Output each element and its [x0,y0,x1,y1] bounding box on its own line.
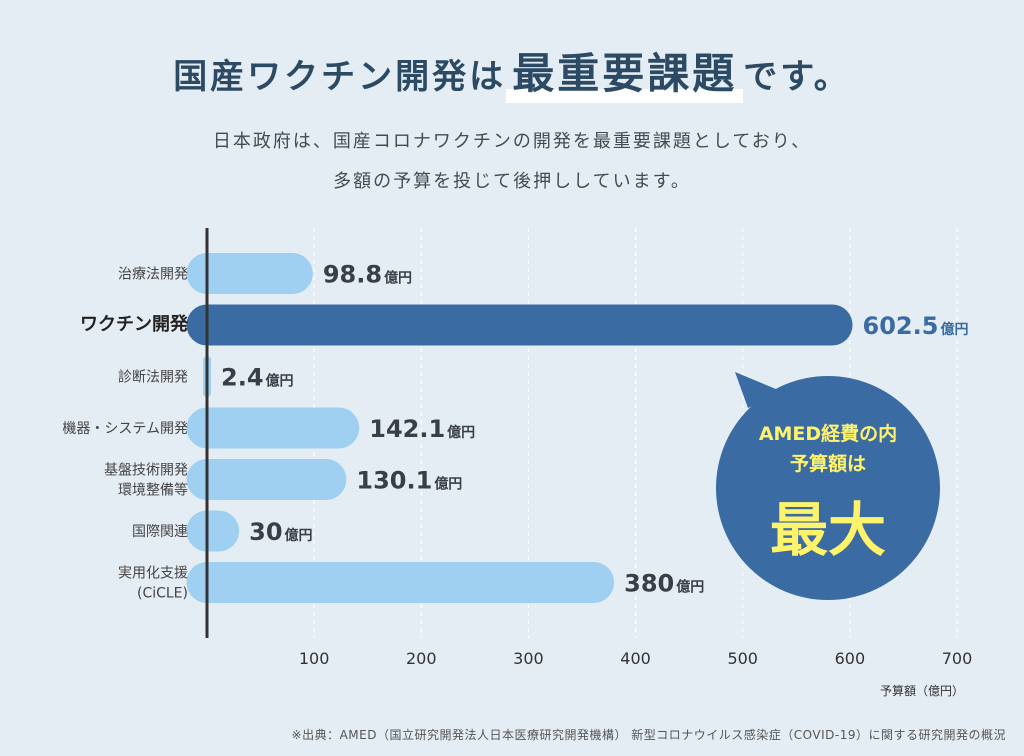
category-label-line: ワクチン開発 [80,313,189,335]
value-unit-0: 億円 [384,270,412,287]
category-label-line: 治療法開発 [118,266,188,283]
category-label-0: 治療法開発 [118,266,188,283]
category-label-4: 基盤技術開発環境整備等 [104,462,188,499]
category-label-line: 機器・システム開発 [62,421,188,437]
value-number-5: 30 [249,518,282,546]
x-tick-label-600: 600 [835,649,866,668]
x-axis-label: 予算額（億円） [880,684,965,698]
value-unit-2: 億円 [266,373,294,390]
value-unit-6: 億円 [676,579,704,596]
value-unit-5: 億円 [285,527,313,544]
category-label-line: 環境整備等 [118,482,188,499]
bar-6 [186,562,615,603]
category-label-line: 実用化支援 [118,566,188,582]
value-label-0: 98.8 億円 [323,261,412,289]
bar-0 [186,253,313,294]
title-suffix: です。 [743,57,851,97]
value-label-1: 602.5 億円 [863,312,969,340]
callout-line-2: 予算額は [790,452,866,475]
value-unit-4: 億円 [434,476,462,493]
x-tick-label-100: 100 [299,649,330,668]
callout-line-1: AMED経費の内 [759,422,897,445]
value-unit-1: 億円 [940,321,968,338]
category-label-3: 機器・システム開発 [62,421,188,437]
value-label-4: 130.1 億円 [356,467,462,495]
source-note: ※出典：AMED（国立研究開発法人日本医療研究開発機構） 新型コロナウイルス感染… [291,728,1006,742]
x-tick-label-500: 500 [727,649,758,668]
category-label-line: 基盤技術開発 [104,462,188,479]
x-tick-label-700: 700 [942,649,973,668]
value-label-6: 380 億円 [624,570,704,598]
callout-pointer [735,372,783,408]
value-unit-3: 億円 [447,424,475,441]
category-label-2: 診断法開発 [118,370,188,386]
value-number-1: 602.5 [863,312,939,340]
title-emphasis: 最重要課題 [506,40,744,103]
x-tick-label-200: 200 [406,649,437,668]
bar-3 [186,407,360,449]
value-number-4: 130.1 [356,467,432,495]
category-label-5: 国際関連 [132,524,188,540]
bar-1 [186,304,853,346]
value-number-6: 380 [624,570,674,598]
value-label-5: 30 億円 [249,518,312,546]
page-title: 国産ワクチン開発は 最重要課題 です。 [0,40,1024,103]
value-number-0: 98.8 [323,261,382,289]
value-label-2: 2.4 億円 [221,364,294,392]
subtitle-line-2: 多額の予算を投じて後押ししています。 [333,171,691,192]
callout-big-text: 最大 [770,496,886,564]
x-tick-label-300: 300 [513,649,544,668]
value-number-3: 142.1 [369,415,445,443]
subtitle-line-1: 日本政府は、国産コロナワクチンの開発を最重要課題としており、 [212,131,812,152]
bar-4 [186,459,347,500]
callout-circle [716,376,940,600]
subtitle: 日本政府は、国産コロナワクチンの開発を最重要課題としており、 多額の予算を投じて… [0,122,1024,202]
category-label-line: (CiCLE) [137,586,188,602]
value-number-2: 2.4 [221,364,264,392]
category-label-line: 国際関連 [132,524,188,540]
category-label-1: ワクチン開発 [80,313,189,335]
category-label-6: 実用化支援 (CiCLE) [118,566,188,602]
bar-5 [186,510,240,552]
category-label-line: 診断法開発 [118,370,188,386]
value-label-3: 142.1 億円 [369,415,475,443]
title-prefix: 国産ワクチン開発は [173,57,507,97]
x-tick-label-400: 400 [620,649,651,668]
